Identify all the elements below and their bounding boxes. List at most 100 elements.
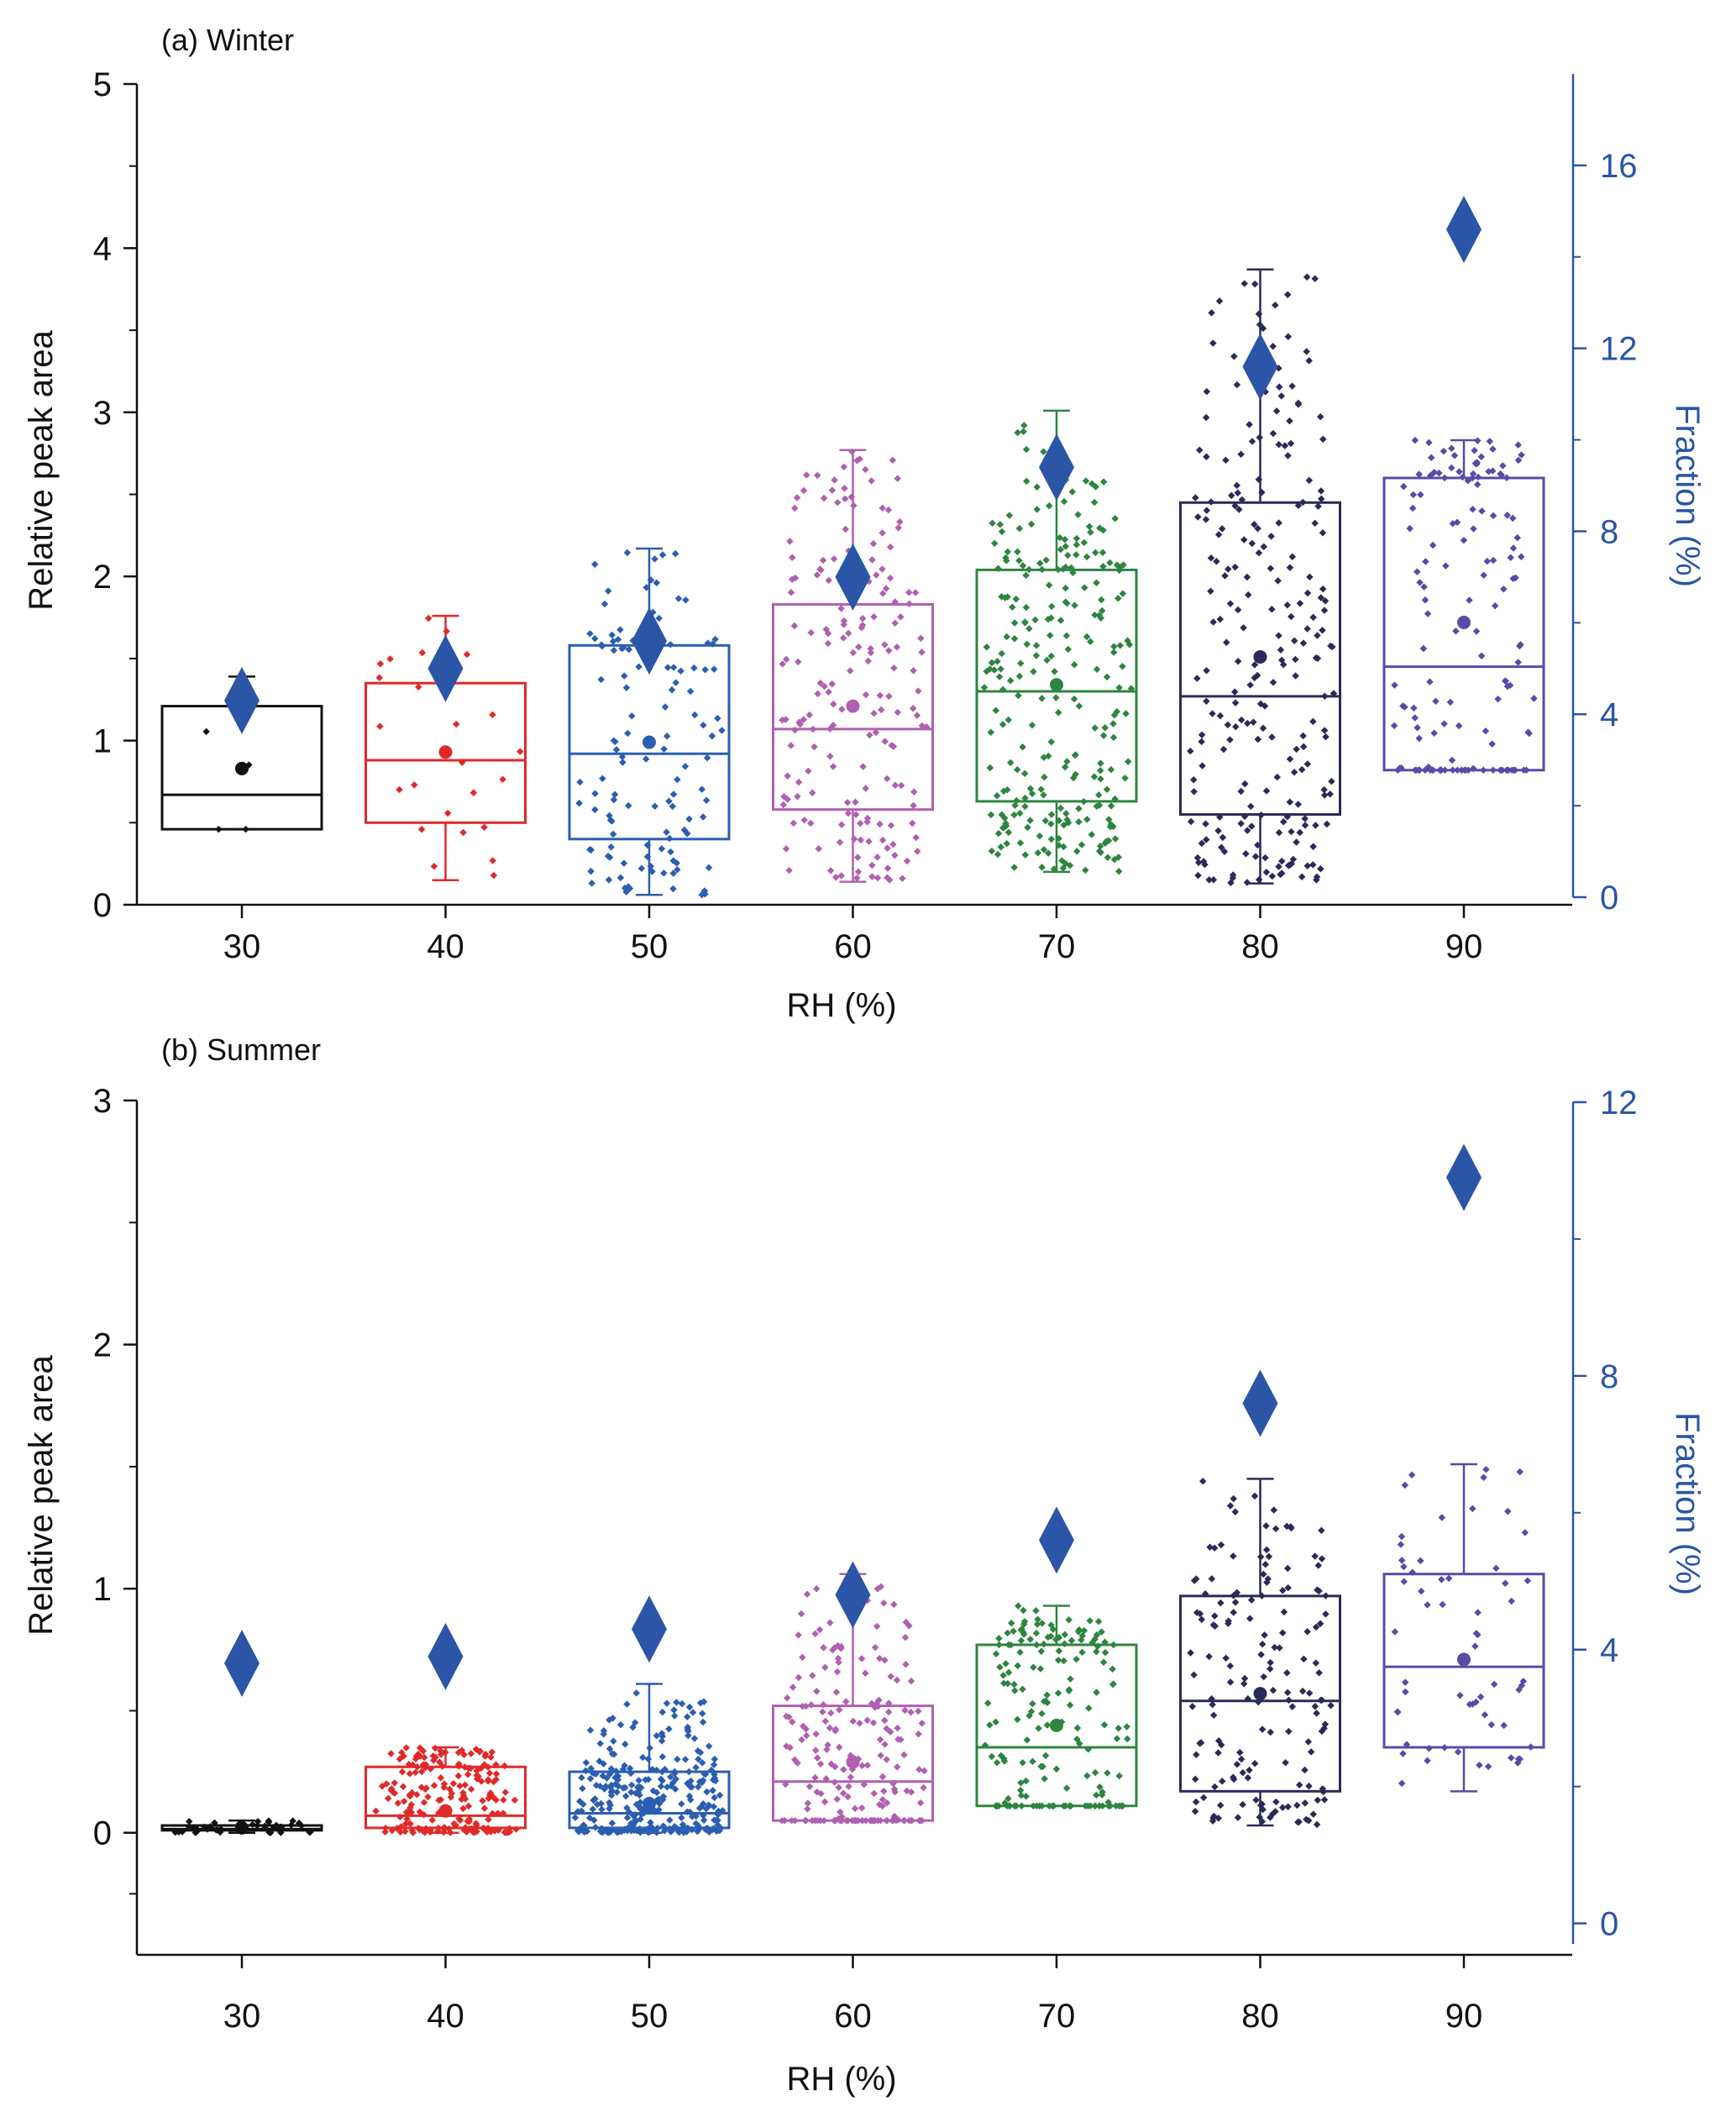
- data-point: [1041, 1775, 1048, 1783]
- data-point: [467, 1750, 475, 1757]
- data-point: [1041, 773, 1048, 781]
- box-iqr: [975, 1643, 1138, 1808]
- box-iqr: [365, 1765, 527, 1830]
- data-point: [1240, 536, 1248, 544]
- data-point: [461, 1781, 469, 1788]
- data-point: [420, 1799, 428, 1806]
- data-point: [1408, 1471, 1416, 1479]
- data-point: [1251, 1760, 1259, 1767]
- box-mean: [438, 745, 453, 759]
- data-point: [1073, 1655, 1080, 1663]
- data-point: [623, 1700, 631, 1708]
- data-point: [1279, 818, 1288, 826]
- data-point: [1062, 810, 1070, 817]
- data-point: [997, 1752, 1005, 1760]
- data-point: [1192, 1575, 1200, 1583]
- data-point: [461, 1795, 469, 1803]
- y2-tick-label: 0: [1600, 1906, 1618, 1943]
- data-point: [667, 1773, 674, 1781]
- data-point: [1193, 1609, 1201, 1616]
- data-point: [1424, 1601, 1431, 1609]
- data-point: [1254, 524, 1261, 533]
- x-tick-label: 90: [1445, 1998, 1483, 2035]
- data-point: [1453, 518, 1461, 526]
- data-point: [1073, 1736, 1081, 1743]
- data-point: [1010, 1680, 1018, 1689]
- data-point: [1429, 541, 1437, 549]
- data-point: [1524, 1577, 1532, 1584]
- data-point: [1256, 700, 1265, 708]
- data-point: [1085, 523, 1094, 530]
- data-point: [479, 1797, 486, 1804]
- data-point: [436, 1758, 443, 1766]
- data-point: [653, 1788, 661, 1796]
- data-point: [1216, 1801, 1225, 1809]
- data-point: [1314, 502, 1322, 510]
- data-point: [384, 1794, 392, 1803]
- data-point: [1401, 1481, 1409, 1489]
- data-point: [472, 1745, 480, 1753]
- data-point: [481, 1752, 489, 1760]
- data-point: [1256, 1553, 1265, 1561]
- data-point: [1015, 524, 1024, 533]
- data-point: [643, 841, 652, 849]
- data-point: [404, 1808, 412, 1815]
- panel-label: (a) Winter: [161, 23, 294, 57]
- data-point: [1221, 572, 1229, 580]
- data-point: [1320, 727, 1329, 734]
- data-point: [800, 716, 808, 723]
- data-point: [378, 1783, 386, 1790]
- data-point: [867, 649, 875, 657]
- data-point: [1430, 729, 1438, 737]
- data-point: [1233, 1760, 1241, 1768]
- data-point: [1229, 874, 1237, 882]
- data-point: [1062, 632, 1071, 639]
- data-point: [1231, 563, 1239, 571]
- data-point: [1124, 637, 1131, 644]
- data-point: [1025, 625, 1033, 633]
- data-point: [836, 838, 844, 846]
- data-point: [1193, 675, 1201, 682]
- data-point: [1298, 765, 1306, 774]
- data-point: [608, 1819, 616, 1827]
- data-point: [989, 519, 996, 528]
- data-point: [1293, 838, 1300, 846]
- data-point: [1237, 820, 1245, 827]
- data-point: [1487, 1720, 1496, 1729]
- data-point: [1083, 1772, 1091, 1780]
- data-point: [1096, 766, 1104, 775]
- data-point: [1009, 603, 1016, 611]
- box-mean: [235, 761, 249, 775]
- data-point: [1236, 1748, 1244, 1757]
- data-point: [642, 755, 650, 763]
- data-point: [1294, 801, 1302, 808]
- fraction-diamond-40: [427, 634, 464, 702]
- data-point: [1023, 1736, 1031, 1744]
- fraction-diamond-30: [224, 1630, 260, 1697]
- data-point: [1322, 733, 1330, 741]
- data-point: [851, 1804, 859, 1813]
- data-point: [1474, 1631, 1482, 1639]
- data-point: [670, 1706, 678, 1714]
- data-point: [902, 1661, 910, 1668]
- data-point: [1251, 520, 1258, 528]
- data-point: [1220, 848, 1229, 855]
- data-point: [1309, 843, 1317, 850]
- data-point: [1024, 823, 1031, 832]
- data-point: [1276, 1644, 1283, 1652]
- data-point: [1281, 442, 1289, 449]
- data-point: [590, 1796, 597, 1804]
- data-point: [1022, 1792, 1030, 1800]
- data-point: [642, 1776, 649, 1783]
- data-point: [1091, 611, 1099, 619]
- data-point: [586, 1726, 595, 1734]
- data-point: [1469, 1700, 1476, 1708]
- data-point: [1284, 452, 1292, 460]
- data-point: [681, 1756, 690, 1763]
- fraction-diamond-70: [1039, 433, 1074, 502]
- data-point: [1320, 607, 1329, 614]
- data-point: [688, 1813, 696, 1820]
- data-point: [871, 1643, 879, 1652]
- data-point: [987, 811, 995, 819]
